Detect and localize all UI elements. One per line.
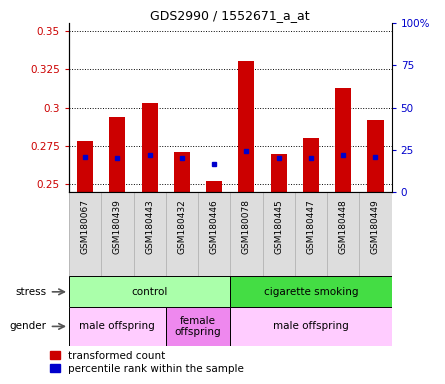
Bar bbox=[239, 61, 255, 192]
Text: male offspring: male offspring bbox=[273, 321, 349, 331]
Text: GSM180432: GSM180432 bbox=[178, 199, 186, 253]
Bar bbox=[303, 138, 319, 192]
Bar bbox=[69, 276, 231, 307]
Text: female
offspring: female offspring bbox=[175, 316, 221, 337]
Text: GSM180443: GSM180443 bbox=[145, 199, 154, 253]
Text: cigarette smoking: cigarette smoking bbox=[264, 287, 358, 297]
Bar bbox=[231, 307, 392, 346]
Bar bbox=[368, 120, 384, 192]
Bar bbox=[109, 117, 125, 192]
Legend: transformed count, percentile rank within the sample: transformed count, percentile rank withi… bbox=[50, 351, 244, 374]
Bar bbox=[166, 307, 231, 346]
Text: GSM180067: GSM180067 bbox=[81, 199, 89, 254]
Bar bbox=[142, 103, 158, 192]
Text: GSM180446: GSM180446 bbox=[210, 199, 218, 253]
Text: control: control bbox=[131, 287, 168, 297]
Title: GDS2990 / 1552671_a_at: GDS2990 / 1552671_a_at bbox=[150, 9, 310, 22]
Text: GSM180448: GSM180448 bbox=[339, 199, 348, 253]
Text: GSM180449: GSM180449 bbox=[371, 199, 380, 253]
Bar bbox=[231, 276, 392, 307]
Text: stress: stress bbox=[15, 287, 46, 297]
Text: GSM180439: GSM180439 bbox=[113, 199, 122, 254]
Text: GSM180445: GSM180445 bbox=[274, 199, 283, 253]
Text: male offspring: male offspring bbox=[80, 321, 155, 331]
Bar bbox=[174, 152, 190, 192]
Bar bbox=[271, 154, 287, 192]
Text: GSM180078: GSM180078 bbox=[242, 199, 251, 254]
Bar bbox=[335, 88, 351, 192]
Bar bbox=[206, 181, 222, 192]
Bar bbox=[77, 141, 93, 192]
Text: GSM180447: GSM180447 bbox=[307, 199, 316, 253]
Bar bbox=[69, 307, 166, 346]
Text: gender: gender bbox=[9, 321, 46, 331]
